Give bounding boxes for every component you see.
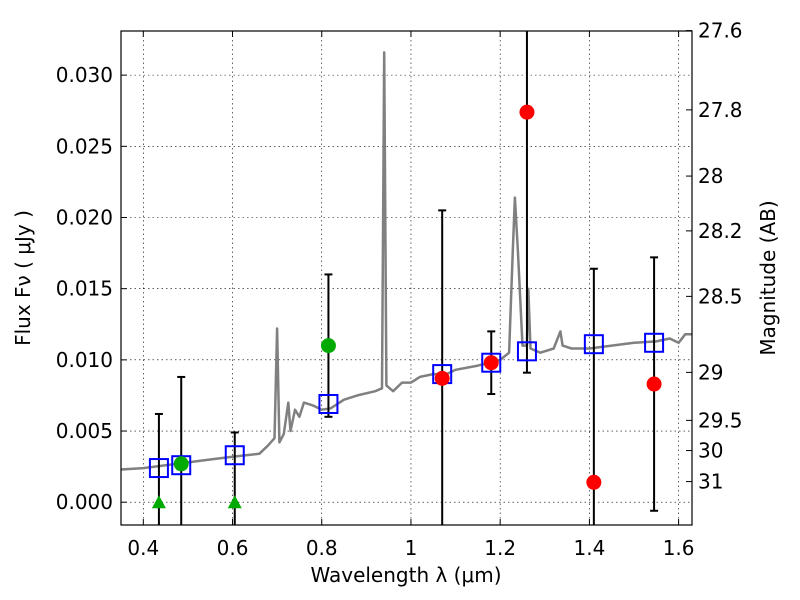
magnitude-tick-label: 29 — [698, 360, 723, 384]
magnitude-tick-label: 31 — [698, 470, 723, 494]
plot-frame — [120, 30, 693, 526]
magnitude-tick-label: 28 — [698, 164, 723, 188]
green-point-error-bar — [177, 375, 186, 525]
magnitude-tick-label: 28.2 — [698, 219, 743, 243]
red-detection-point — [646, 376, 662, 392]
green-detection-point — [320, 338, 336, 354]
x-tick-label: 1.4 — [573, 536, 605, 560]
x-tick-label: 1.2 — [484, 536, 516, 560]
plot-area — [120, 31, 692, 525]
magnitude-tick-label: 30 — [698, 439, 723, 463]
model-photometry-square — [644, 332, 665, 353]
model-photometry-square — [481, 352, 502, 373]
red-detection-point — [483, 355, 499, 371]
green-upper-limit-triangle — [151, 495, 166, 509]
model-photometry-square — [224, 445, 245, 466]
red-point-error-bar — [438, 209, 447, 525]
x-tick-label: 1.6 — [663, 536, 695, 560]
model-photometry-square — [148, 458, 169, 479]
axis-ticks: 0.4 0.6 0.8 1 1.2 1.4 1.6 0.000 0.005 0.010 0.015 0… — [56, 19, 743, 560]
model-photometry-square — [171, 455, 192, 476]
green-upper-limit-triangle — [227, 495, 242, 509]
red-detection-point — [519, 104, 535, 120]
model-photometry-square — [516, 341, 537, 362]
magnitude-tick-label: 29.5 — [698, 408, 743, 432]
model-spectrum-line — [120, 51, 692, 471]
y-tick-label: 0.030 — [56, 63, 113, 87]
magnitude-tick-label: 27.8 — [698, 98, 743, 122]
x-tick-label: 1 — [405, 536, 418, 560]
x-tick-label: 0.4 — [127, 536, 159, 560]
red-point-error-bar — [522, 31, 531, 374]
upper-limit-error-bar — [230, 431, 239, 525]
y-tick-label: 0.020 — [56, 205, 113, 229]
x-tick-label: 0.6 — [217, 536, 249, 560]
y-tick-label: 0.015 — [56, 277, 113, 301]
green-detection-point — [173, 456, 189, 472]
magnitude-tick-label: 28.5 — [698, 284, 743, 308]
grid-lines — [121, 31, 692, 525]
y-tick-label: 0.025 — [56, 134, 113, 158]
magnitude-tick-label: 27.6 — [698, 19, 743, 43]
model-photometry-square — [318, 393, 339, 414]
y-tick-label: 0.010 — [56, 348, 113, 372]
x-tick-label: 0.8 — [306, 536, 338, 560]
model-photometry-square — [583, 334, 604, 355]
y-tick-label: 0.000 — [56, 490, 113, 514]
y-tick-label: 0.005 — [56, 419, 113, 443]
y-axis-label: Flux Fν ( μJy ) — [11, 210, 35, 346]
red-detection-point — [586, 474, 602, 490]
x-axis-label: Wavelength λ (μm) — [310, 563, 501, 587]
red-detection-point — [434, 370, 450, 386]
magnitude-axis-label: Magnitude (AB) — [756, 200, 780, 355]
